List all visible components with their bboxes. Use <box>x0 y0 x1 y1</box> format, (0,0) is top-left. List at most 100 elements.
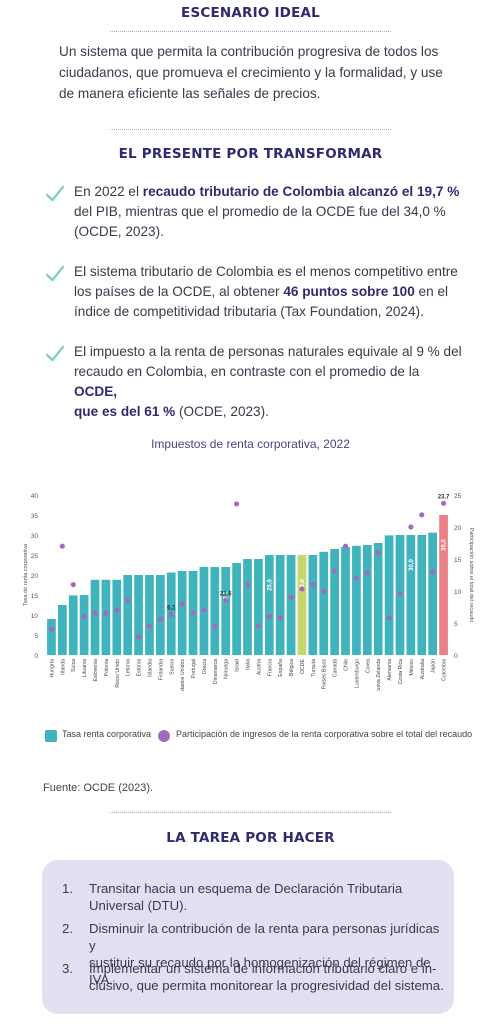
chart-bar <box>243 559 252 655</box>
y-tick-label: 10 <box>31 613 39 620</box>
y-tick-label: 15 <box>31 593 39 600</box>
x-tick-label: Polonia <box>104 659 110 676</box>
y2-tick-label: 15 <box>454 557 462 564</box>
bullet-1: En 2022 el recaudo tributario de Colombi… <box>74 184 460 239</box>
ideal-line-3: de manera eficiente las señales de preci… <box>59 86 321 101</box>
check-icon <box>45 345 65 362</box>
chart-point <box>103 610 109 616</box>
chart-bar <box>275 555 285 655</box>
task-item-1: Transitar hacia un esquema de Declaració… <box>89 881 403 913</box>
chart-point <box>342 543 349 549</box>
y2-tick-label: 0 <box>454 653 458 660</box>
chart-bar <box>362 545 372 655</box>
x-tick-label: Canadá <box>333 659 339 677</box>
legend-swatch-bar <box>45 730 57 742</box>
chart-point <box>223 598 229 604</box>
y2-tick-label: 5 <box>454 621 458 628</box>
chart-bar <box>373 543 383 655</box>
x-tick-label: Italia <box>246 659 252 670</box>
x-tick-label: Irlanda <box>60 659 66 675</box>
x-tick-label: Nueva Zelanda <box>376 659 382 691</box>
chart-point <box>353 575 360 581</box>
chart-bar <box>384 535 394 655</box>
bar-value-label: 30,0 <box>409 559 415 571</box>
x-tick-label: Lituania <box>82 659 88 677</box>
x-tick-label: Países Bajos <box>322 659 328 690</box>
section-title-ideal: ESCENARIO IDEAL <box>181 5 320 21</box>
chart-bar <box>439 515 448 655</box>
x-tick-label: Grecia <box>202 659 208 674</box>
chart-point <box>234 501 240 507</box>
chart-bar <box>145 575 154 655</box>
chart-point <box>92 610 98 616</box>
x-tick-label: Dinamarca <box>213 659 219 684</box>
chart-point <box>212 623 218 629</box>
x-tick-label: Noruega <box>224 659 230 679</box>
x-tick-label: Francia <box>267 659 273 676</box>
chart-point <box>59 543 65 549</box>
chart-bar <box>319 551 329 655</box>
y-tick-label: 30 <box>31 533 39 540</box>
chart-bar <box>254 559 263 655</box>
x-tick-label: Japón <box>431 659 437 673</box>
x-tick-label: Eslovenia <box>93 659 99 682</box>
x-tick-label: Letonia <box>126 659 132 676</box>
y-tick-label: 40 <box>31 493 39 500</box>
x-tick-label: Hungría <box>49 659 55 678</box>
chart-point <box>266 614 272 620</box>
chart-bar <box>352 545 361 655</box>
chart-point <box>440 500 447 506</box>
chart-bar <box>177 571 187 655</box>
chart-point <box>114 607 120 613</box>
x-tick-label: Bélgica <box>289 659 295 676</box>
source-note: Fuente: OCDE (2023). <box>43 782 154 794</box>
divider <box>110 31 391 32</box>
chart-bar <box>90 579 100 655</box>
chart-point <box>190 610 196 616</box>
legend-label-bar: Tasa renta corporativa <box>62 729 152 739</box>
task-box <box>42 860 454 1014</box>
chart-bar <box>417 535 427 655</box>
chart-point <box>364 570 370 576</box>
chart-point <box>430 569 436 575</box>
chart-bar <box>428 532 438 655</box>
x-tick-label: Suiza <box>71 659 77 672</box>
point-value-label: 23,6 <box>220 592 232 598</box>
chart-point <box>277 615 283 621</box>
chart-point <box>125 598 131 604</box>
chart-bar <box>341 547 350 655</box>
x-tick-label: Corea <box>365 659 371 673</box>
task-number: 1. <box>62 881 73 896</box>
chart-point <box>48 626 55 632</box>
chart-point <box>310 582 316 588</box>
point-value-label: 23,7 <box>438 494 450 500</box>
y-tick-label: 20 <box>31 573 39 580</box>
task-item-2: Disminuir la contribución de la renta pa… <box>89 921 440 987</box>
chart-bar <box>232 563 241 655</box>
chart-bar <box>47 619 56 655</box>
x-tick-label: Reino Unido <box>115 659 121 688</box>
chart-point <box>81 614 87 620</box>
chart-bar <box>101 579 111 655</box>
chart-point <box>255 623 261 629</box>
x-tick-label: Austria <box>256 659 262 675</box>
chart-bar <box>57 605 67 655</box>
task-item-3: Implementar un sistema de información tr… <box>89 961 444 993</box>
ideal-line-1: Un sistema que permita la contribución p… <box>59 44 439 59</box>
chart-point <box>419 512 425 518</box>
bar-value-label: 25,0 <box>267 579 273 591</box>
chart-bar <box>406 535 416 655</box>
chart-bar <box>112 579 122 655</box>
y-tick-label: 5 <box>34 633 38 640</box>
chart-title: Impuestos de renta corporativa, 2022 <box>151 437 350 451</box>
chart-point <box>135 634 142 640</box>
chart-bar <box>221 567 231 655</box>
chart-point <box>332 567 338 574</box>
chart-bar <box>308 555 318 655</box>
y2-tick-label: 10 <box>454 589 462 596</box>
check-icon <box>45 265 65 282</box>
chart-point <box>397 590 403 597</box>
bar-value-label: 23,0 <box>300 579 306 591</box>
ideal-line-2: ciudadanos, que promueva el crecimiento … <box>59 65 443 80</box>
